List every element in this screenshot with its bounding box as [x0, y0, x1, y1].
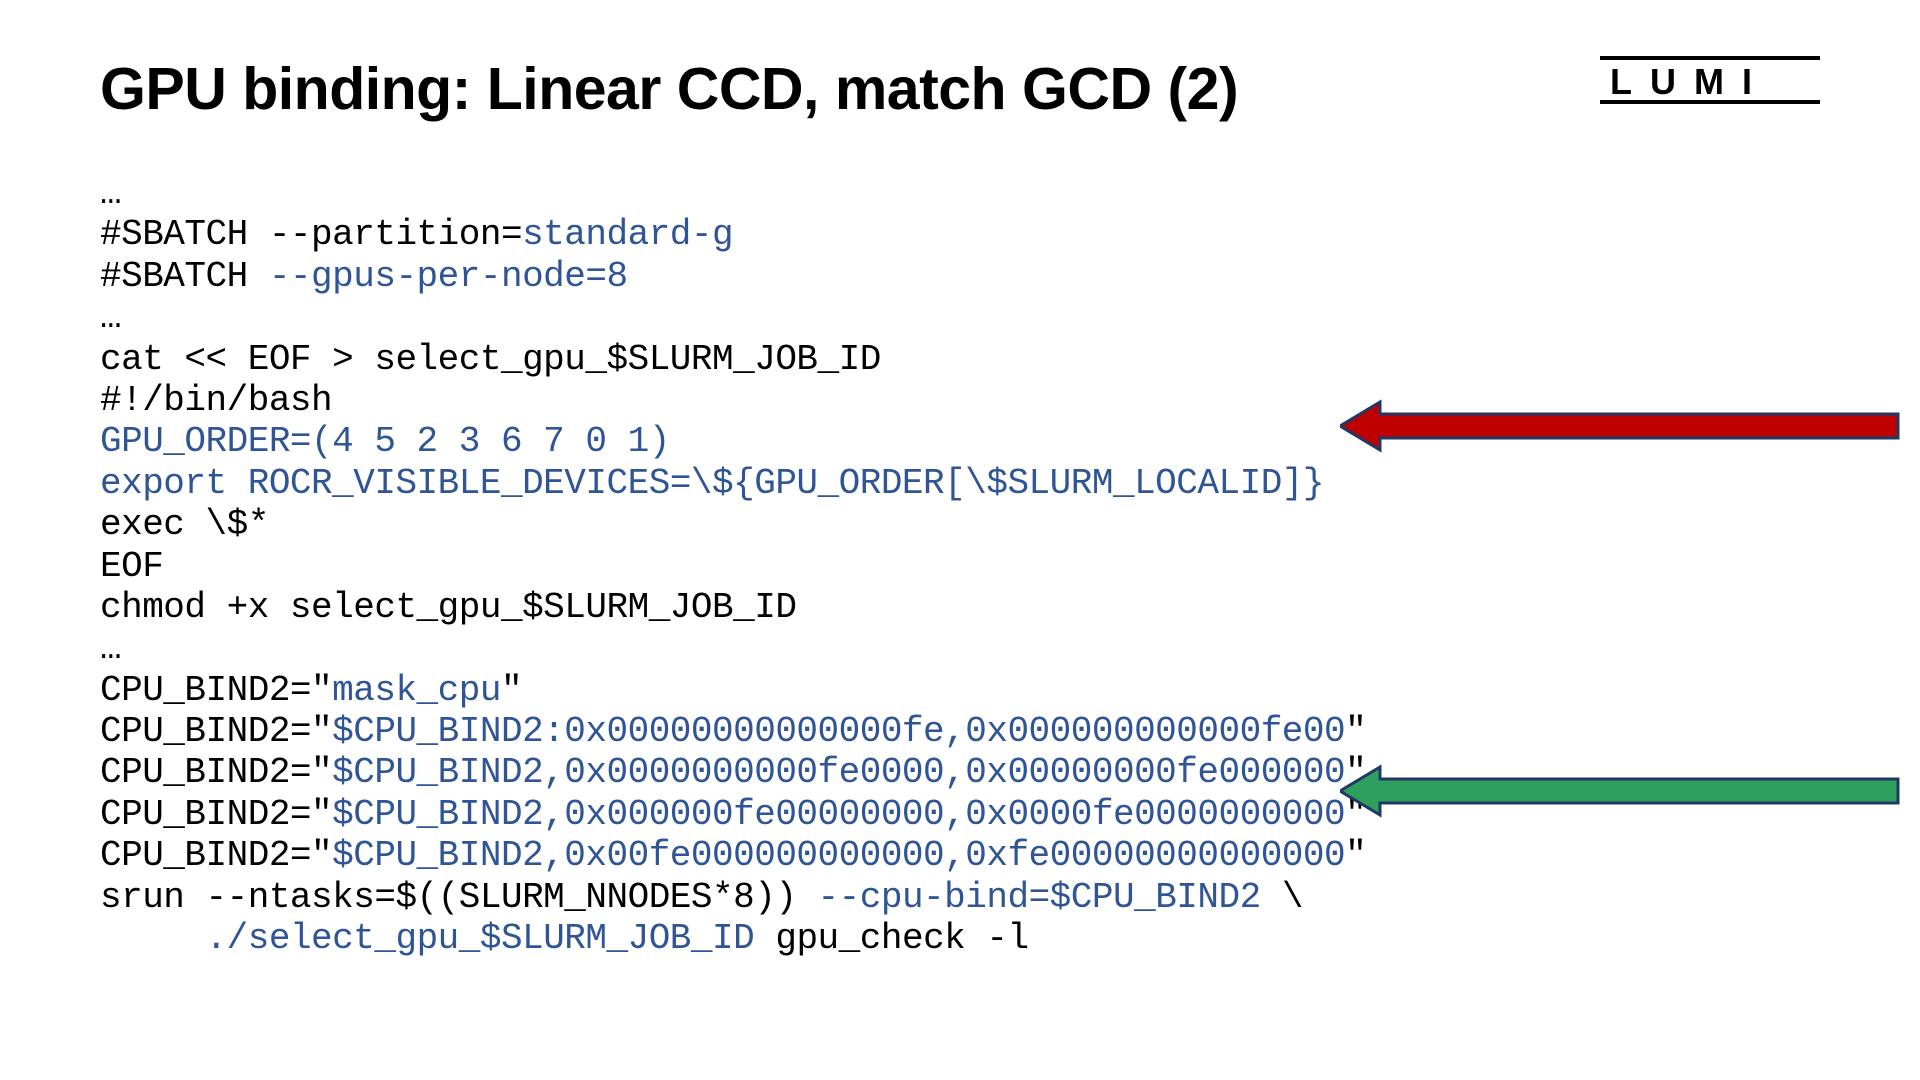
code-text: ": [1345, 711, 1366, 752]
code-text: CPU_BIND2=": [100, 794, 332, 835]
code-text: #SBATCH --partition=: [100, 214, 522, 255]
slide: GPU binding: Linear CCD, match GCD (2) L…: [0, 0, 1920, 1080]
arrow-red-icon: [1340, 398, 1900, 454]
code-text: chmod +x select_gpu_$SLURM_JOB_ID: [100, 587, 796, 628]
code-text: --cpu-bind=$CPU_BIND2: [818, 877, 1282, 918]
code-text: CPU_BIND2=": [100, 670, 332, 711]
code-text: …: [100, 297, 121, 338]
code-text: cat << EOF > select_gpu_$SLURM_JOB_ID: [100, 339, 881, 380]
code-text: CPU_BIND2=": [100, 711, 332, 752]
code-text: ./select_gpu_$SLURM_JOB_ID: [206, 918, 755, 959]
code-text: \: [1282, 877, 1303, 918]
code-text: ": [1345, 835, 1366, 876]
code-text: …: [100, 628, 121, 669]
code-text: $CPU_BIND2,0x00fe000000000000,0xfe000000…: [332, 835, 1345, 876]
code-text: export ROCR_VISIBLE_DEVICES=\${GPU_ORDER…: [100, 463, 1324, 504]
code-text: --gpus-per-node=8: [269, 256, 628, 297]
code-block: … #SBATCH --partition=standard-g #SBATCH…: [100, 173, 1820, 959]
code-text: ": [501, 670, 522, 711]
code-text: $CPU_BIND2:0x00000000000000fe,0x00000000…: [332, 711, 1345, 752]
code-text: $CPU_BIND2,0x000000fe00000000,0x0000fe00…: [332, 794, 1345, 835]
code-text: CPU_BIND2=": [100, 752, 332, 793]
code-text: …: [100, 173, 121, 214]
logo-text: LUMI: [1610, 61, 1770, 102]
code-text: [100, 918, 206, 959]
code-text: exec \$*: [100, 504, 269, 545]
lumi-logo: LUMI: [1600, 56, 1820, 104]
code-text: standard-g: [522, 214, 733, 255]
arrow-green-icon: [1340, 763, 1900, 819]
code-text: $CPU_BIND2,0x0000000000fe0000,0x00000000…: [332, 752, 1345, 793]
code-text: srun --ntasks=$((SLURM_NNODES*8)): [100, 877, 818, 918]
code-text: #!/bin/bash: [100, 380, 332, 421]
code-text: EOF: [100, 546, 163, 587]
code-text: mask_cpu: [332, 670, 501, 711]
code-text: CPU_BIND2=": [100, 835, 332, 876]
code-text: gpu_check -l: [754, 918, 1028, 959]
code-text: #SBATCH: [100, 256, 269, 297]
code-text: GPU_ORDER=(4 5 2 3 6 7 0 1): [100, 421, 670, 462]
slide-title: GPU binding: Linear CCD, match GCD (2): [100, 55, 1820, 123]
